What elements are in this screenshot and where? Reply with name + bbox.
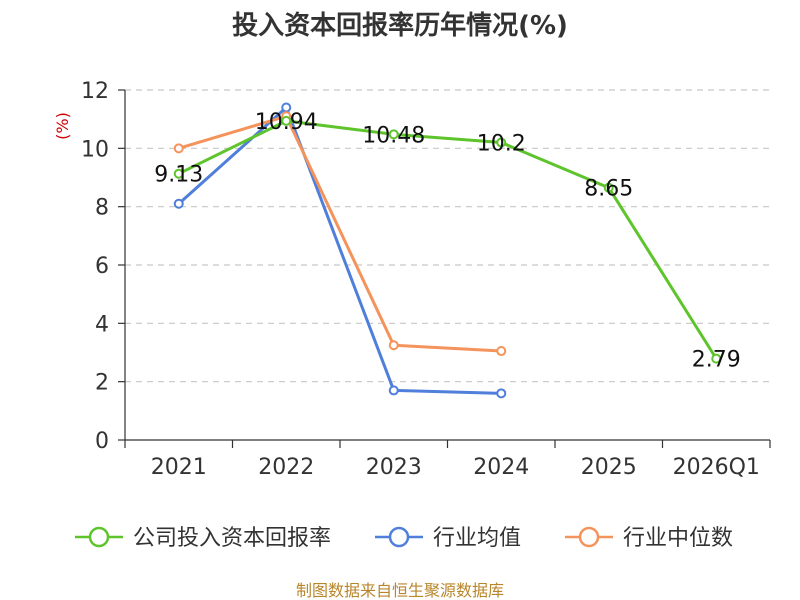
data-point [711, 353, 722, 364]
y-tick-label: 2 [95, 371, 109, 396]
legend-marker [388, 526, 410, 548]
series-line [178, 114, 502, 353]
axes: 0 2 4 6 8 10 12 2021 2022 2023 2024 2025 2026Q1 [81, 79, 771, 480]
legend-item[interactable]: 行业中位数 [565, 526, 733, 551]
data-label: 10.48 [362, 123, 425, 148]
x-tick-label: 2024 [473, 455, 529, 480]
legend-label: 公司投入资本回报率 [133, 526, 331, 551]
x-tick-label: 2025 [581, 455, 637, 480]
y-tick-label: 12 [81, 79, 109, 104]
data-point [173, 168, 184, 179]
legend[interactable]: 公司投入资本回报率 行业均值 行业中位数 [75, 526, 733, 551]
chart-title: 投入资本回报率历年情况(%) [232, 10, 568, 41]
legend-item[interactable]: 公司投入资本回报率 [75, 526, 331, 551]
series-line [178, 119, 718, 360]
data-label: 10.94 [255, 110, 318, 135]
data-point [281, 115, 292, 126]
series-line [177, 106, 502, 395]
data-point [388, 340, 399, 351]
y-axis-unit: (%) [53, 112, 72, 140]
grid-lines [125, 89, 770, 383]
data-point [173, 143, 184, 154]
data-labels: 9.13 10.94 10.48 10.2 8.65 2.79 [154, 110, 740, 373]
source-note: 制图数据来自恒生聚源数据库 [296, 581, 504, 600]
y-tick-label: 6 [95, 254, 109, 279]
y-tick-label: 4 [95, 312, 109, 337]
data-point [173, 198, 184, 209]
data-point [603, 182, 614, 193]
data-point [496, 388, 507, 399]
legend-marker [88, 526, 110, 548]
x-tick-label: 2022 [258, 455, 314, 480]
x-tick-label: 2023 [366, 455, 422, 480]
y-tick-label: 10 [81, 137, 109, 162]
series-layer [173, 102, 722, 399]
y-tick-label: 8 [95, 196, 109, 221]
data-label: 10.2 [477, 132, 526, 157]
data-label: 2.79 [692, 348, 741, 373]
legend-label: 行业中位数 [623, 526, 733, 551]
data-point [388, 129, 399, 140]
legend-label: 行业均值 [433, 526, 521, 551]
y-tick-label: 0 [95, 429, 109, 454]
data-point [496, 346, 507, 357]
x-tick-label: 2026Q1 [673, 455, 760, 480]
legend-marker [578, 526, 600, 548]
legend-item[interactable]: 行业均值 [375, 526, 521, 551]
x-tick-label: 2021 [151, 455, 207, 480]
data-point [388, 385, 399, 396]
data-point [496, 137, 507, 148]
data-label: 8.65 [584, 177, 633, 202]
data-label: 9.13 [154, 163, 203, 188]
